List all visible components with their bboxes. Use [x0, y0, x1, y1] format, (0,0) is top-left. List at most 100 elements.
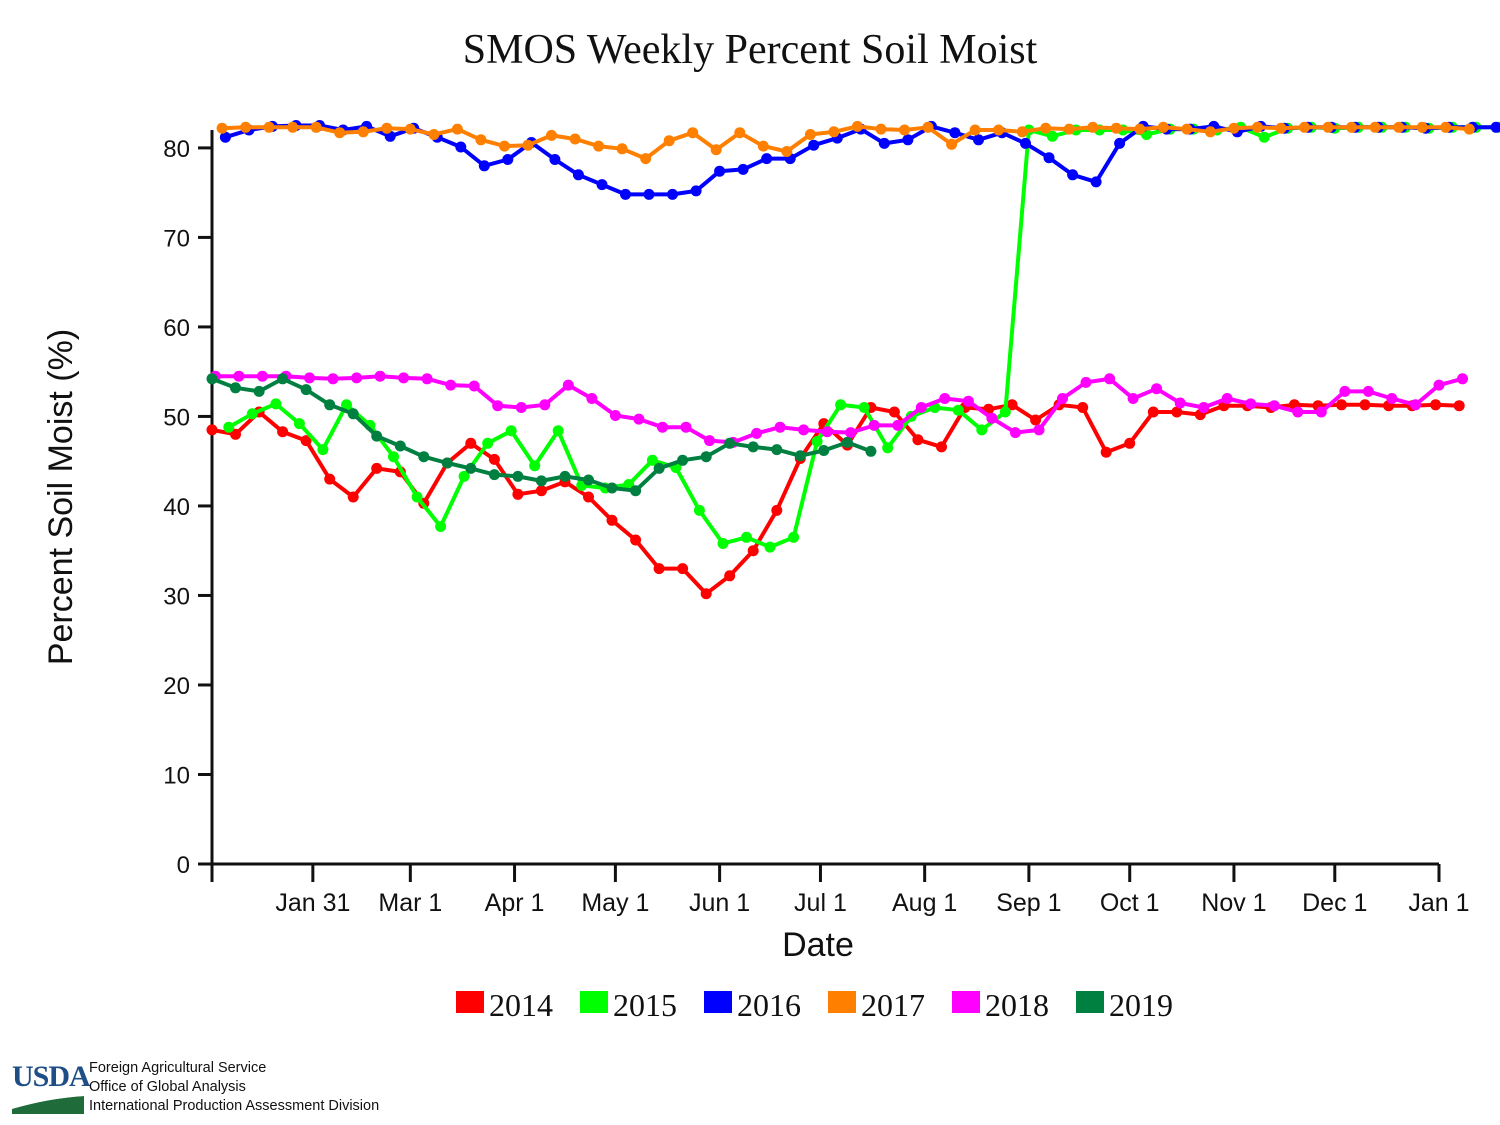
data-point-2016 [455, 141, 467, 153]
data-point-2018 [398, 372, 410, 384]
series-2018 [209, 370, 1468, 448]
footer-line-1: Foreign Agricultural Service [89, 1060, 267, 1076]
data-point-2014 [606, 514, 618, 526]
legend-label: 2016 [737, 987, 801, 1023]
legend-swatch [952, 991, 980, 1013]
data-point-2016 [714, 165, 726, 177]
data-point-2016 [1020, 137, 1031, 149]
data-point-2018 [633, 413, 645, 425]
data-point-2017 [969, 124, 981, 136]
data-point-2015 [858, 402, 870, 413]
data-point-2014 [700, 588, 712, 600]
data-point-2018 [1315, 406, 1327, 418]
data-point-2016 [808, 139, 820, 151]
x-tick-label: Jul 1 [794, 889, 847, 917]
y-tick-label: 50 [163, 404, 190, 431]
data-point-2017 [499, 140, 510, 152]
data-point-2015 [552, 425, 564, 437]
data-point-2019 [300, 384, 312, 396]
data-point-2019 [441, 457, 453, 469]
data-point-2018 [1221, 393, 1233, 404]
data-point-2018 [1104, 373, 1116, 385]
data-point-2017 [1275, 122, 1287, 134]
data-point-2014 [535, 485, 547, 497]
data-point-2017 [428, 129, 440, 140]
data-point-2017 [616, 143, 628, 155]
data-point-2017 [1063, 123, 1075, 135]
data-point-2018 [892, 419, 904, 431]
data-point-2016 [949, 127, 961, 139]
data-point-2017 [310, 121, 322, 133]
data-point-2017 [357, 126, 369, 138]
data-point-2018 [1245, 398, 1257, 410]
data-point-2017 [804, 129, 816, 140]
data-point-2018 [1080, 376, 1092, 388]
data-point-2018 [374, 370, 386, 382]
data-point-2014 [677, 563, 689, 575]
data-point-2015 [435, 521, 447, 532]
data-point-2017 [1228, 122, 1240, 134]
data-point-2015 [529, 460, 541, 472]
data-point-2015 [246, 408, 258, 420]
data-point-2017 [1016, 126, 1028, 138]
data-point-2018 [515, 402, 527, 413]
data-point-2018 [798, 424, 810, 436]
data-point-2014 [653, 563, 665, 575]
data-point-2015 [835, 399, 847, 411]
data-point-2019 [371, 430, 383, 442]
data-point-2015 [646, 454, 658, 466]
data-point-2016 [1090, 176, 1102, 188]
series-line-2015 [227, 125, 1500, 550]
data-point-2018 [421, 373, 433, 385]
x-tick-label: Apr 1 [485, 889, 545, 917]
data-point-2017 [851, 120, 863, 132]
data-point-2018 [774, 421, 786, 433]
data-point-2018 [962, 395, 974, 407]
data-point-2015 [341, 399, 352, 411]
data-point-2016 [878, 137, 890, 149]
data-point-2017 [1110, 122, 1122, 134]
data-point-2019 [700, 451, 712, 463]
legend-swatch [1076, 991, 1104, 1013]
chart-area: 0 10 20 30 40 50 60 70 80 Jan 31 Mar 1 Apr 1 May 1 J… [42, 120, 1500, 1023]
data-point-2017 [922, 121, 934, 133]
data-point-2016 [596, 179, 608, 191]
legend-label: 2018 [985, 987, 1049, 1023]
data-point-2017 [687, 127, 699, 139]
data-point-2016 [1067, 169, 1079, 181]
data-point-2018 [1033, 424, 1045, 436]
data-point-2014 [771, 504, 783, 516]
x-tick-label: Nov 1 [1201, 889, 1266, 917]
data-point-2019 [465, 462, 477, 474]
data-point-2019 [677, 454, 689, 466]
series-line-2016 [224, 123, 1500, 197]
data-point-2015 [811, 436, 823, 447]
data-point-2016 [690, 185, 702, 197]
data-point-2014 [1359, 399, 1371, 411]
data-point-2017 [828, 126, 840, 138]
series-2019 [206, 373, 877, 497]
data-point-2018 [1292, 406, 1304, 418]
data-point-2014 [747, 545, 759, 557]
data-point-2018 [233, 370, 245, 382]
legend-swatch [828, 991, 856, 1013]
data-point-2014 [371, 462, 383, 474]
usda-logo: USDA [12, 1060, 91, 1093]
data-point-2018 [1268, 400, 1280, 412]
data-point-2018 [704, 435, 715, 447]
data-point-2015 [717, 538, 729, 549]
legend-label: 2015 [613, 987, 677, 1023]
data-point-2018 [304, 372, 315, 384]
data-point-2014 [1100, 446, 1112, 458]
data-point-2014 [1006, 399, 1018, 411]
legend-item-2016: 2016 [704, 987, 801, 1023]
data-point-2014 [1171, 406, 1183, 418]
data-point-2015 [388, 451, 399, 463]
legend-item-2017: 2017 [828, 987, 925, 1023]
data-point-2014 [1030, 414, 1042, 426]
data-point-2014 [324, 473, 336, 485]
data-point-2017 [1204, 126, 1216, 138]
data-point-2016 [620, 188, 631, 200]
data-point-2018 [351, 372, 363, 384]
data-point-2016 [478, 160, 490, 172]
